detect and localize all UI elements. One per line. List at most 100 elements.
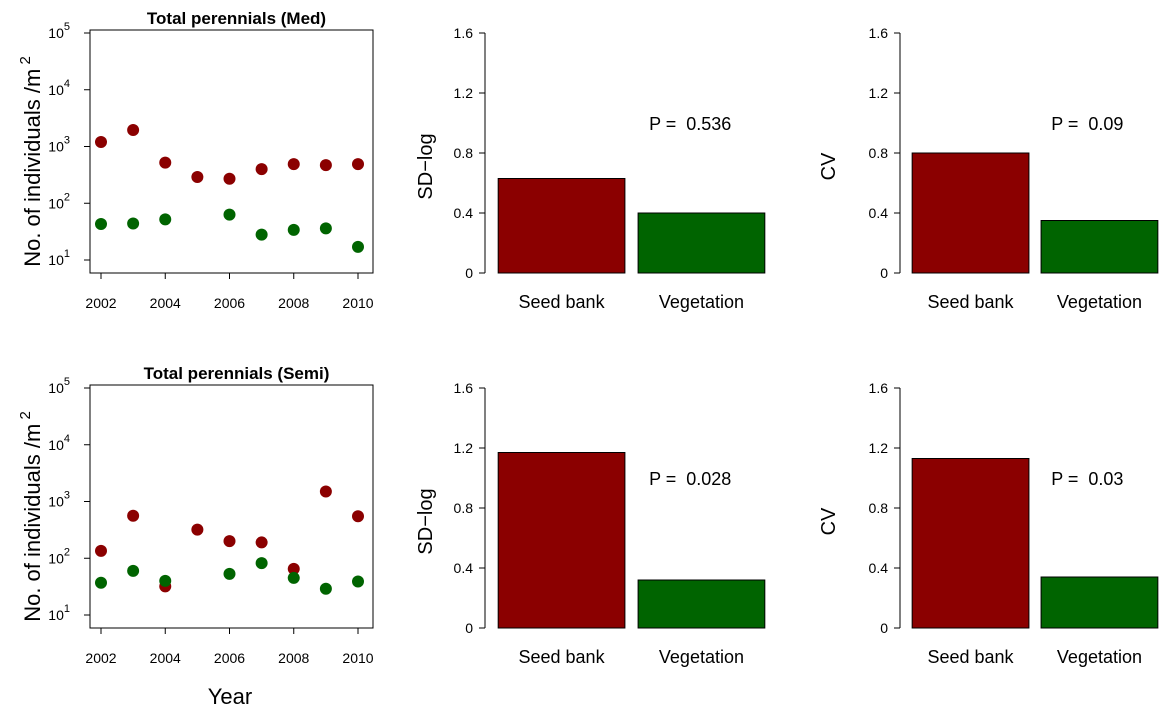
data-point: [352, 158, 364, 171]
data-point: [95, 136, 107, 149]
y-tick-label: 105: [48, 376, 70, 396]
p-value-annotation: P = 0.03: [1051, 469, 1123, 489]
data-point: [255, 557, 268, 570]
category-label: Seed bank: [927, 292, 1014, 312]
data-point: [352, 575, 364, 588]
y-tick-exponent: 5: [64, 21, 70, 33]
y-tick-label: 103: [48, 135, 70, 155]
category-label: Vegetation: [1057, 647, 1142, 667]
y-axis-label: CV: [818, 152, 840, 180]
data-point: [255, 228, 268, 241]
panel-6: 0 0.4 0.8 1.2 1.6 CV Seed bank Vegetation P = 0.…: [818, 380, 1159, 667]
bar: [1040, 220, 1159, 274]
x-tick-label: 2010: [342, 650, 373, 666]
p-value-annotation: P = 0.536: [649, 114, 731, 134]
x-tick-label: 2006: [214, 295, 245, 311]
y-tick-label: 103: [48, 490, 70, 510]
y-tick-exponent: 2: [64, 191, 70, 203]
y-tick-exponent: 2: [64, 546, 70, 558]
panel-2: 0 0.4 0.8 1.2 1.6 SD−log Seed bank Vegetation P …: [415, 25, 766, 312]
shared-x-axis-label: Year: [208, 684, 252, 709]
data-point: [191, 171, 204, 184]
chart-title: Total perennials (Semi): [144, 364, 330, 383]
data-point: [223, 535, 236, 548]
y-tick-label: 104: [48, 433, 70, 453]
y-tick-exponent: 3: [64, 135, 70, 147]
data-point: [191, 523, 204, 536]
y-tick-label: 0.8: [869, 145, 889, 161]
y-tick-label: 0.4: [454, 560, 474, 576]
y-axis-label: SD−log: [415, 133, 437, 199]
y-tick-label: 0: [465, 265, 473, 281]
plot-frame: [89, 384, 374, 629]
p-value-annotation: P = 0.09: [1051, 114, 1123, 134]
bar: [497, 452, 626, 629]
y-axis-label: No. of individuals /m 2: [17, 56, 45, 267]
panel-5: 0 0.4 0.8 1.2 1.6 SD−log Seed bank Vegetation P …: [415, 380, 766, 667]
data-point: [223, 208, 236, 221]
data-point: [287, 158, 300, 171]
category-label: Vegetation: [659, 647, 744, 667]
y-tick-label: 0.8: [454, 500, 474, 516]
data-point: [352, 240, 364, 253]
y-tick-label: 104: [48, 78, 70, 98]
data-point: [95, 576, 107, 589]
y-tick-label: 0.4: [454, 205, 474, 221]
y-tick-label: 1.2: [454, 85, 474, 101]
data-point: [255, 163, 268, 176]
bar: [497, 178, 626, 274]
x-tick-label: 2002: [85, 295, 116, 311]
y-tick-label: 102: [48, 191, 70, 211]
y-axis-label-superscript: 2: [17, 56, 34, 69]
x-tick-label: 2004: [150, 295, 181, 311]
data-point: [159, 574, 172, 587]
data-point: [287, 562, 300, 575]
bar: [911, 458, 1030, 629]
data-point: [287, 223, 300, 236]
y-tick-label: 1.2: [869, 440, 889, 456]
y-tick-label: 0.8: [454, 145, 474, 161]
data-point: [223, 172, 236, 185]
y-tick-label: 101: [48, 248, 70, 268]
category-label: Seed bank: [927, 647, 1014, 667]
y-tick-label: 0: [465, 620, 473, 636]
y-axis-label: SD−log: [415, 488, 437, 554]
y-axis-label: CV: [818, 507, 840, 535]
panel-4: Total perennials (Semi) 101 102 103 104 105 20…: [17, 364, 374, 666]
x-tick-label: 2010: [342, 295, 373, 311]
data-point: [319, 159, 332, 172]
data-point: [127, 217, 140, 230]
x-tick-label: 2004: [150, 650, 181, 666]
bar: [1040, 576, 1159, 629]
y-tick-label: 101: [48, 603, 70, 623]
bar: [637, 579, 766, 629]
data-point: [159, 156, 172, 169]
data-point: [95, 218, 107, 231]
data-point: [223, 567, 236, 580]
data-point: [287, 571, 300, 584]
bar: [637, 212, 766, 274]
y-tick-label: 1.6: [454, 25, 474, 41]
bar: [911, 152, 1030, 274]
y-tick-label: 0: [880, 620, 888, 636]
data-point: [352, 510, 364, 523]
y-tick-label: 0.8: [869, 500, 889, 516]
data-point: [159, 213, 172, 226]
plot-frame: [89, 29, 374, 274]
y-tick-label: 1.2: [869, 85, 889, 101]
y-tick-label: 1.6: [869, 25, 889, 41]
data-point: [255, 536, 268, 549]
x-tick-label: 2008: [278, 650, 309, 666]
x-tick-label: 2006: [214, 650, 245, 666]
y-tick-label: 1.6: [869, 380, 889, 396]
y-axis-label: No. of individuals /m 2: [17, 411, 45, 622]
data-point: [127, 124, 140, 137]
chart-title: Total perennials (Med): [147, 9, 326, 28]
y-tick-label: 102: [48, 546, 70, 566]
y-tick-label: 0: [880, 265, 888, 281]
data-point: [127, 564, 140, 577]
data-point: [319, 485, 332, 498]
y-tick-label: 0.4: [869, 560, 889, 576]
y-tick-label: 1.6: [454, 380, 474, 396]
